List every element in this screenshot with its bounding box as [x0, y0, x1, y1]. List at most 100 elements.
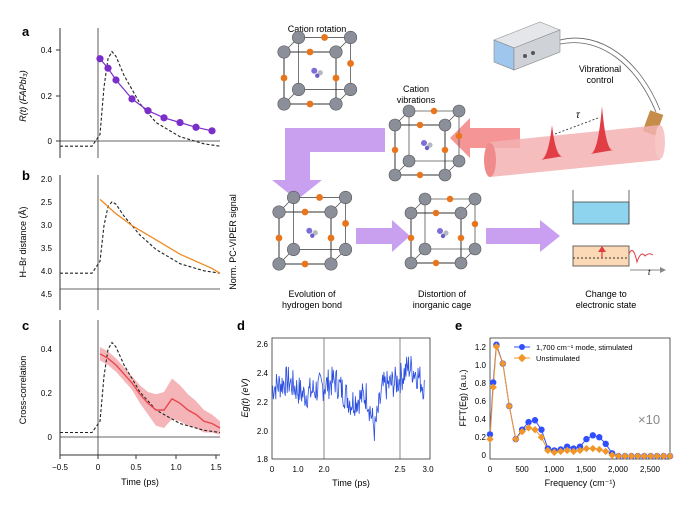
cube-halide-atom — [332, 74, 340, 82]
panel-a-point — [208, 127, 216, 135]
cube-corner-atom — [339, 190, 353, 204]
panel-c-xtick-2: 0.5 — [130, 463, 142, 472]
cube-cation-atom — [424, 145, 430, 151]
cube-corner-atom — [277, 97, 291, 111]
cube-cation-atom — [310, 233, 315, 238]
cube-corner-atom — [329, 45, 343, 59]
cube-corner-atom — [418, 192, 432, 206]
cube-corner-atom — [272, 205, 286, 219]
legend-unstimulated: Unstimulated — [536, 354, 580, 363]
cube-halide-atom — [306, 100, 314, 108]
panel-d-xtick-3: 2.5 — [394, 465, 406, 474]
panel-e-unstimulated-point — [608, 451, 616, 459]
cube-halide-atom — [432, 209, 440, 217]
panel-e-axes — [489, 337, 671, 460]
cube-halide-atom — [342, 220, 349, 227]
panel-e-unstimulated-point — [557, 447, 565, 456]
cube-corner-atom — [454, 206, 468, 220]
panel-d-ylabel: Eg(t) (eV) — [240, 378, 250, 417]
cube-corner-atom — [292, 30, 306, 44]
panel-label-a: a — [22, 24, 30, 39]
panel-e-ytick-2: 0.8 — [475, 379, 487, 388]
panel-c-xtick-1: 0 — [96, 463, 101, 472]
panel-c-dashed-line — [60, 341, 221, 434]
panel-c-xlabel: Time (ps) — [121, 477, 159, 487]
cube-corner-atom — [324, 205, 338, 219]
cube-corner-atom — [438, 118, 452, 132]
panel-d-axes — [271, 337, 431, 460]
cube-halide-atom — [430, 107, 438, 115]
panel-a-plot — [60, 50, 221, 147]
panel-e-unstimulated-point — [621, 452, 629, 460]
panel-c-data-line — [99, 353, 221, 429]
cube-halide-atom — [321, 34, 328, 41]
cube-corner-atom — [339, 242, 353, 256]
pulse-tube: τ — [484, 106, 665, 177]
panel-e-unstimulated-point — [640, 452, 648, 460]
panel-e-unstimulated-point — [595, 445, 603, 454]
panel-d-plot — [271, 355, 425, 442]
panel-e-stimulated-point — [589, 432, 597, 439]
panel-d-ytick-0: 2.6 — [257, 340, 269, 349]
panel-c-ytick-2: 0 — [48, 433, 53, 442]
panel-e-unstimulated-point — [614, 452, 623, 460]
panel-e-unstimulated-point — [489, 383, 497, 391]
panel-e-stimulated-point — [486, 431, 494, 438]
panel-c-xtick-3: 1.0 — [170, 463, 182, 472]
panel-a-ytick-2: 0 — [48, 137, 53, 146]
cube-halide-atom — [441, 146, 449, 154]
panel-e-ytick-1: 1.0 — [475, 361, 487, 370]
cube-corner-atom — [454, 256, 468, 270]
label-distortion-2: inorganic cage — [413, 300, 472, 310]
cube-halide-atom — [471, 220, 479, 228]
panel-e-stimulated-point — [596, 434, 603, 441]
label-evolution-1: Evolution of — [288, 289, 336, 299]
panel-a-point — [192, 123, 200, 131]
panel-e-unstimulated-point — [666, 452, 674, 460]
panel-e-ytick-5: 0.2 — [475, 433, 487, 442]
panel-e-stimulated-point — [538, 426, 545, 433]
cube-corner-atom — [287, 190, 301, 204]
cube-corner-atom — [277, 45, 291, 59]
cube-halide-atom — [432, 259, 440, 267]
panel-a-ylabel: R(t) (FAPbI₃) — [18, 70, 28, 121]
cube-halide-atom — [455, 132, 463, 140]
cube-cation-atom — [443, 230, 449, 236]
panel-c-plot — [60, 341, 221, 435]
panel-e-unstimulated-point — [647, 452, 655, 460]
panel-e-unstimulated-point — [576, 446, 584, 455]
panel-c-xtick-0: −0.5 — [52, 463, 68, 472]
cube-corner-atom — [404, 206, 418, 220]
panel-e-xtick-5: 2,500 — [640, 465, 661, 474]
cube-cation-vibrations — [388, 104, 466, 182]
panel-b-dashed-line — [60, 201, 221, 274]
t-label: t — [648, 268, 651, 277]
panel-label-b: b — [22, 168, 30, 183]
panel-e-unstimulated-point — [537, 433, 546, 441]
cube-halide-atom — [301, 208, 309, 216]
cube-halide-atom — [416, 171, 424, 179]
panel-c-xtick-4: 1.5 — [210, 463, 222, 472]
panel-e-xlabel: Frequency (cm⁻¹) — [545, 478, 616, 488]
panel-b-plot — [60, 198, 221, 274]
panel-d-ytick-2: 2.2 — [257, 398, 269, 407]
panel-e-xtick-4: 2,000 — [608, 465, 629, 474]
cube-corner-atom — [438, 168, 452, 182]
cube-corner-atom — [388, 118, 402, 132]
cube-corner-atom — [344, 30, 358, 44]
label-cation-rotation: Cation rotation — [288, 24, 347, 34]
panel-e-unstimulated-point — [602, 447, 610, 456]
panel-e-unstimulated-point — [634, 452, 642, 460]
crystal-cubes — [272, 30, 482, 271]
label-change-1: Change to — [585, 289, 627, 299]
cube-halide-atom — [306, 48, 314, 56]
cube-halide-atom — [407, 234, 415, 242]
cube-halide-atom — [316, 194, 323, 201]
panel-b-ytick-1: 2.5 — [41, 198, 53, 207]
panel-e-xtick-0: 0 — [488, 465, 493, 474]
cube-corner-atom — [324, 257, 338, 271]
cube-cation-atom — [440, 233, 446, 239]
panel-e-unstimulated-point — [524, 424, 533, 432]
cube-corner-atom — [292, 82, 306, 96]
